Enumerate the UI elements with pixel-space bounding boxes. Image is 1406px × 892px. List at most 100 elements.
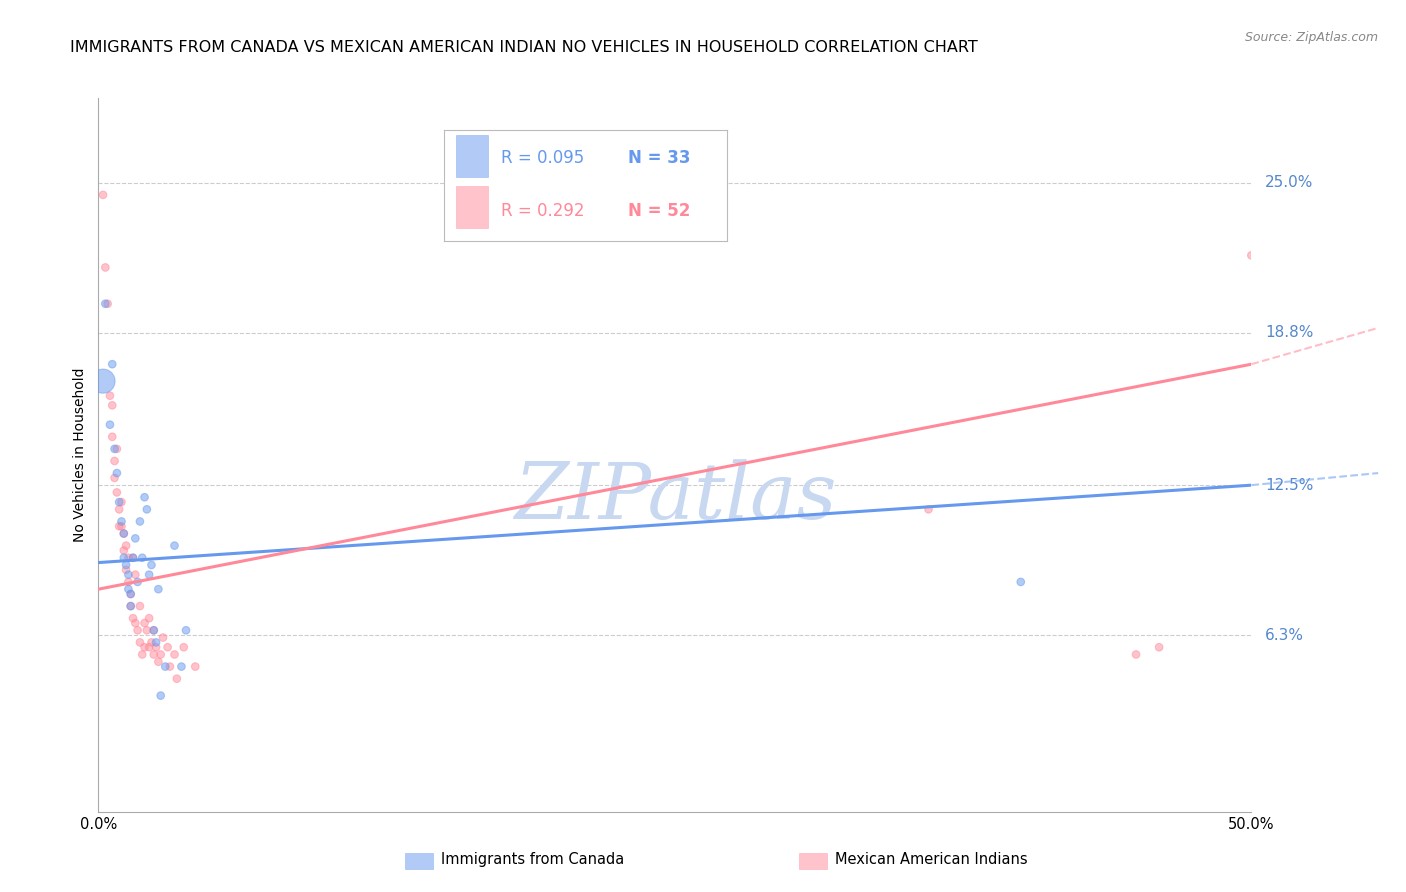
- Point: [117, 574, 139, 589]
- Point: [120, 587, 142, 601]
- Point: [91, 187, 114, 202]
- Point: [103, 471, 125, 485]
- Point: [129, 635, 152, 649]
- Point: [1147, 640, 1170, 655]
- Text: ZIPatlas: ZIPatlas: [513, 459, 837, 536]
- Point: [170, 659, 193, 673]
- Point: [135, 624, 157, 638]
- Point: [103, 454, 125, 468]
- Text: 6.3%: 6.3%: [1265, 628, 1305, 642]
- Point: [156, 640, 179, 655]
- Point: [91, 374, 114, 388]
- Point: [149, 689, 172, 703]
- Point: [101, 398, 124, 412]
- Point: [112, 543, 135, 558]
- Text: N = 52: N = 52: [628, 202, 690, 220]
- Text: N = 33: N = 33: [628, 149, 690, 167]
- Point: [134, 615, 156, 630]
- Point: [108, 519, 131, 533]
- Point: [124, 615, 146, 630]
- FancyBboxPatch shape: [456, 186, 488, 227]
- Point: [163, 648, 186, 662]
- Point: [115, 558, 138, 572]
- Point: [115, 563, 138, 577]
- Point: [110, 495, 132, 509]
- Text: IMMIGRANTS FROM CANADA VS MEXICAN AMERICAN INDIAN NO VEHICLES IN HOUSEHOLD CORRE: IMMIGRANTS FROM CANADA VS MEXICAN AMERIC…: [70, 40, 979, 55]
- Point: [97, 297, 120, 311]
- Point: [120, 587, 142, 601]
- Point: [94, 260, 117, 275]
- Text: 12.5%: 12.5%: [1265, 477, 1313, 492]
- Point: [159, 659, 181, 673]
- Point: [1240, 248, 1263, 262]
- Point: [117, 582, 139, 597]
- Point: [108, 495, 131, 509]
- Point: [127, 574, 149, 589]
- Point: [917, 502, 939, 516]
- Point: [138, 640, 160, 655]
- Point: [134, 640, 156, 655]
- Point: [129, 515, 152, 529]
- Point: [122, 550, 145, 565]
- Text: 25.0%: 25.0%: [1265, 176, 1313, 190]
- Point: [145, 635, 167, 649]
- Point: [112, 526, 135, 541]
- Point: [131, 550, 153, 565]
- Point: [112, 550, 135, 565]
- Point: [166, 672, 188, 686]
- Point: [134, 490, 156, 504]
- Point: [103, 442, 125, 456]
- Point: [105, 466, 128, 480]
- Text: Mexican American Indians: Mexican American Indians: [835, 853, 1028, 867]
- Point: [142, 648, 165, 662]
- Point: [101, 430, 124, 444]
- Text: R = 0.095: R = 0.095: [501, 149, 583, 167]
- Point: [131, 648, 153, 662]
- Point: [124, 567, 146, 582]
- Point: [122, 611, 145, 625]
- Point: [135, 502, 157, 516]
- Point: [117, 567, 139, 582]
- Point: [122, 550, 145, 565]
- Point: [148, 655, 170, 669]
- Point: [120, 599, 142, 613]
- Point: [101, 357, 124, 371]
- Text: 18.8%: 18.8%: [1265, 326, 1313, 340]
- Point: [1125, 648, 1147, 662]
- Point: [110, 515, 132, 529]
- Point: [1010, 574, 1032, 589]
- Point: [163, 539, 186, 553]
- Point: [184, 659, 207, 673]
- Text: R = 0.292: R = 0.292: [501, 202, 585, 220]
- Point: [152, 631, 174, 645]
- Point: [148, 582, 170, 597]
- Y-axis label: No Vehicles in Household: No Vehicles in Household: [73, 368, 87, 542]
- Point: [112, 526, 135, 541]
- Point: [124, 532, 146, 546]
- Point: [105, 485, 128, 500]
- Point: [129, 599, 152, 613]
- Point: [110, 519, 132, 533]
- Point: [117, 550, 139, 565]
- Point: [120, 599, 142, 613]
- Point: [98, 417, 121, 432]
- Point: [141, 635, 163, 649]
- Point: [98, 389, 121, 403]
- Point: [108, 502, 131, 516]
- Point: [94, 297, 117, 311]
- Point: [145, 640, 167, 655]
- FancyBboxPatch shape: [456, 135, 488, 177]
- Point: [142, 624, 165, 638]
- Text: Source: ZipAtlas.com: Source: ZipAtlas.com: [1244, 31, 1378, 45]
- Point: [142, 624, 165, 638]
- Point: [141, 558, 163, 572]
- Point: [174, 624, 197, 638]
- Point: [155, 659, 177, 673]
- Point: [149, 648, 172, 662]
- Point: [115, 539, 138, 553]
- Point: [138, 567, 160, 582]
- Text: Immigrants from Canada: Immigrants from Canada: [441, 853, 624, 867]
- Point: [105, 442, 128, 456]
- Point: [127, 624, 149, 638]
- Point: [173, 640, 195, 655]
